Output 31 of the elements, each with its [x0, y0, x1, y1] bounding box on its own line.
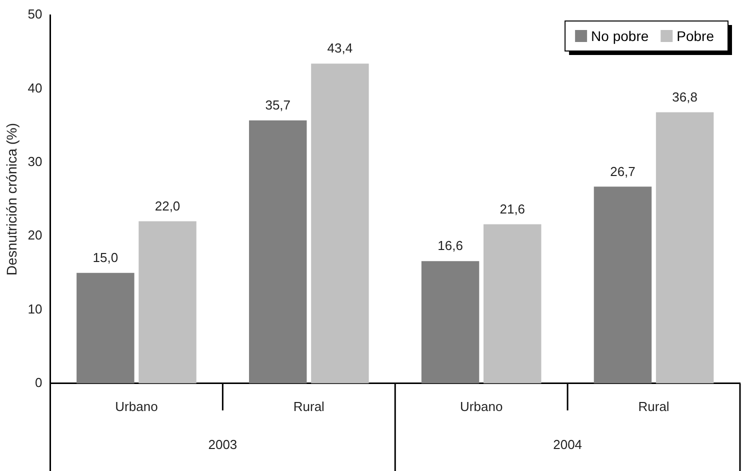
bar: [656, 112, 714, 384]
data-label: 36,8: [672, 89, 698, 104]
bar: [138, 221, 196, 384]
x-tick-label: Urbano: [115, 398, 158, 414]
x-tick-label: Rural: [293, 398, 325, 414]
text: 2003: [208, 436, 238, 452]
x-tick-label: Urbano: [460, 398, 503, 414]
y-tick-label: 0: [35, 374, 42, 390]
y-tick-label: 30: [28, 154, 42, 169]
data-label: 26,7: [610, 164, 636, 179]
data-label: 15,0: [92, 250, 118, 265]
bar: [76, 272, 134, 384]
y-tick-label: 50: [28, 6, 42, 22]
y-axis-title: Desnutrición crónica (%): [3, 122, 20, 276]
y-tick-label: 40: [28, 80, 42, 96]
bar: [594, 186, 652, 384]
y-tick-label: 10: [28, 301, 42, 316]
x-tick-label: Rural: [638, 398, 670, 414]
data-label: 35,7: [265, 97, 291, 112]
legend-label: Pobre: [676, 28, 714, 44]
bar: [249, 120, 307, 384]
bar: [484, 224, 542, 384]
y-tick-label: 20: [28, 228, 42, 243]
bar: [311, 64, 369, 384]
data-label: 16,6: [438, 238, 463, 254]
data-label: 43,4: [327, 40, 353, 56]
data-label: 21,6: [500, 201, 526, 216]
text: 2004: [553, 436, 582, 452]
legend-label: No pobre: [591, 28, 649, 44]
data-label: 22,0: [154, 198, 180, 214]
bar: [421, 261, 480, 384]
